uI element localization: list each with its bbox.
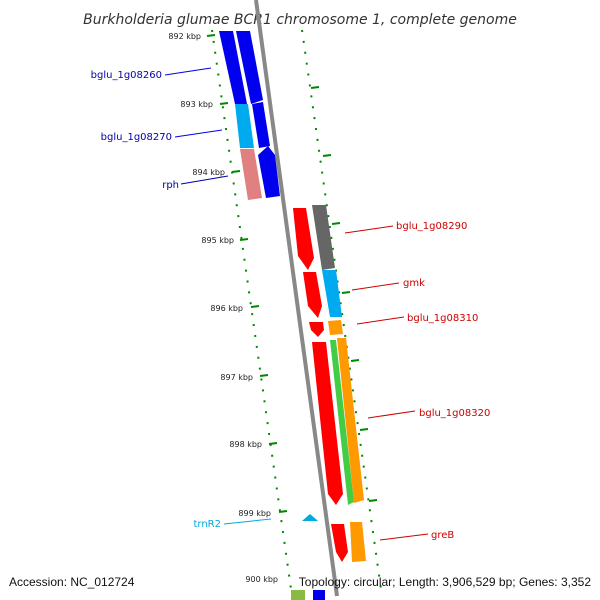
gene-bar-greB[interactable] xyxy=(350,522,366,562)
gene-bar-gmk-red[interactable] xyxy=(303,272,322,318)
tick-label-894: 894 kbp xyxy=(192,168,225,177)
tick-mark xyxy=(231,170,241,173)
tick-mark xyxy=(259,374,269,377)
tick-mark xyxy=(341,291,351,294)
gene-label-greB[interactable]: greB xyxy=(431,530,454,541)
leader-bglu_1g08260 xyxy=(164,67,212,76)
tick-mark xyxy=(206,34,216,37)
gene-bar-bglu_1g08310[interactable] xyxy=(328,320,343,335)
tick-mark xyxy=(350,359,360,362)
tick-mark xyxy=(268,442,278,445)
leader-trnR2 xyxy=(223,518,272,525)
gene-label-gmk[interactable]: gmk xyxy=(403,278,425,289)
leader-greB xyxy=(379,533,429,541)
gene-bar-bglu_1g08260-inner[interactable] xyxy=(236,31,263,104)
tick-label-900: 900 kbp xyxy=(245,575,278,584)
gene-bar-bglu_1g08260[interactable] xyxy=(219,31,247,104)
map-title: Burkholderia glumae BCR1 chromosome 1, c… xyxy=(83,12,517,28)
tick-label-895: 895 kbp xyxy=(201,236,234,245)
gene-bar-rph[interactable] xyxy=(240,149,262,200)
gene-bar-partial-blue xyxy=(313,590,325,600)
tick-mark xyxy=(322,154,332,157)
gene-bar-partial-green xyxy=(291,590,305,600)
tick-marks xyxy=(206,34,378,513)
tick-label-898: 898 kbp xyxy=(229,440,262,449)
gene-label-bglu_1g08290[interactable]: bglu_1g08290 xyxy=(396,221,467,232)
gene-label-trnR2[interactable]: trnR2 xyxy=(193,519,221,530)
topology-text: Topology: circular; Length: 3,906,529 bp… xyxy=(299,575,592,589)
leader-bglu_1g08310 xyxy=(356,316,405,325)
gene-bar-bglu_1g08320[interactable] xyxy=(337,338,364,503)
gene-bar-bglu_1g08320-green[interactable] xyxy=(330,340,354,505)
leader-bglu_1g08320 xyxy=(367,410,416,419)
label-leaders xyxy=(164,67,429,541)
tick-mark xyxy=(278,510,288,513)
gene-bar-bglu_1g08310-red[interactable] xyxy=(309,322,324,337)
tick-label-896: 896 kbp xyxy=(210,304,243,313)
leader-bglu_1g08270 xyxy=(174,129,223,138)
tick-mark xyxy=(359,428,369,431)
tick-mark xyxy=(310,86,320,89)
gene-labels: bglu_1g08260 bglu_1g08270 rph bglu_1g082… xyxy=(91,70,491,541)
gene-bar-greB-red[interactable] xyxy=(331,524,348,562)
gene-bar-bglu_1g08320-red[interactable] xyxy=(312,342,343,505)
tick-mark xyxy=(239,238,249,241)
gene-label-bglu_1g08320[interactable]: bglu_1g08320 xyxy=(419,408,490,419)
gene-bar-rph-inner[interactable] xyxy=(258,146,280,198)
tick-label-892: 892 kbp xyxy=(168,32,201,41)
gene-label-rph[interactable]: rph xyxy=(162,180,179,191)
tick-label-897: 897 kbp xyxy=(220,373,253,382)
tick-mark xyxy=(331,222,341,225)
accession-text: Accession: NC_012724 xyxy=(9,575,135,589)
gene-label-bglu_1g08260[interactable]: bglu_1g08260 xyxy=(91,70,162,81)
gene-bar-gmk[interactable] xyxy=(322,270,342,317)
gene-bar-bglu_1g08270[interactable] xyxy=(235,104,254,148)
backbone-line xyxy=(254,0,339,597)
gene-features-upper xyxy=(219,31,280,200)
tick-mark xyxy=(368,499,378,502)
gene-bar-bglu_1g08270-inner[interactable] xyxy=(252,102,270,148)
tick-mark xyxy=(250,305,260,308)
leader-gmk xyxy=(351,282,400,291)
gene-bar-bglu_1g08290[interactable] xyxy=(312,205,335,270)
tick-label-899: 899 kbp xyxy=(238,509,271,518)
tick-mark xyxy=(219,102,229,105)
gene-features-lower xyxy=(291,205,366,600)
gene-bar-trnR2[interactable] xyxy=(302,514,318,521)
gene-bar-bglu_1g08290-red[interactable] xyxy=(293,208,314,270)
gene-label-bglu_1g08310[interactable]: bglu_1g08310 xyxy=(407,313,478,324)
gene-label-bglu_1g08270[interactable]: bglu_1g08270 xyxy=(101,132,172,143)
leader-rph xyxy=(180,175,229,185)
tick-labels: 892 kbp 893 kbp 894 kbp 895 kbp 896 kbp … xyxy=(168,32,278,584)
leader-bglu_1g08290 xyxy=(344,225,394,234)
tick-label-893: 893 kbp xyxy=(180,100,213,109)
